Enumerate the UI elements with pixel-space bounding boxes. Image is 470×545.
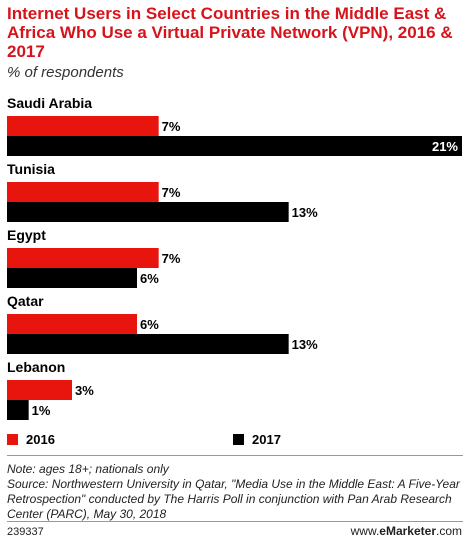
bar-egypt-2016 [7, 248, 159, 268]
category-label-qatar: Qatar [7, 293, 44, 309]
legend-label-2016: 2016 [26, 432, 55, 447]
value-label-lebanon-2017: 1% [32, 403, 51, 418]
divider-bottom [7, 521, 463, 522]
bar-qatar-2016 [7, 314, 137, 334]
value-label-tunisia-2016: 7% [162, 185, 181, 200]
note-text: Note: ages 18+; nationals only [7, 462, 169, 476]
value-label-egypt-2017: 6% [140, 271, 159, 286]
category-label-saudi-arabia: Saudi Arabia [7, 95, 92, 111]
legend-item-2017: 2017 [233, 432, 281, 447]
bar-egypt-2017 [7, 268, 137, 288]
bar-lebanon-2017 [7, 400, 29, 420]
bar-qatar-2017 [7, 334, 289, 354]
category-label-lebanon: Lebanon [7, 359, 65, 375]
chart-subtitle: % of respondents [7, 64, 124, 81]
bar-lebanon-2016 [7, 380, 72, 400]
legend-swatch-2017 [233, 434, 244, 445]
bar-tunisia-2017 [7, 202, 289, 222]
notes: Note: ages 18+; nationals only Source: N… [7, 462, 467, 522]
legend-label-2017: 2017 [252, 432, 281, 447]
value-label-tunisia-2017: 13% [292, 205, 318, 220]
category-label-tunisia: Tunisia [7, 161, 55, 177]
value-label-qatar-2016: 6% [140, 317, 159, 332]
value-label-saudi-arabia-2017: 21% [432, 139, 458, 154]
chart-id: 239337 [7, 526, 44, 538]
category-label-egypt: Egypt [7, 227, 46, 243]
legend-swatch-2016 [7, 434, 18, 445]
value-label-egypt-2016: 7% [162, 251, 181, 266]
divider-top [7, 455, 463, 456]
legend-item-2016: 2016 [7, 432, 55, 447]
bar-saudi-arabia-2016 [7, 116, 159, 136]
bar-chart: Saudi Arabia7%21%Tunisia7%13%Egypt7%6%Qa… [7, 95, 462, 420]
brand-logo[interactable]: www.eMarketer.com [350, 524, 462, 538]
value-label-qatar-2017: 13% [292, 337, 318, 352]
bar-saudi-arabia-2017 [7, 136, 462, 156]
chart-title: Internet Users in Select Countries in th… [7, 4, 453, 61]
bar-tunisia-2016 [7, 182, 159, 202]
value-label-saudi-arabia-2016: 7% [162, 119, 181, 134]
source-text: Source: Northwestern University in Qatar… [7, 477, 460, 521]
value-label-lebanon-2016: 3% [75, 383, 94, 398]
